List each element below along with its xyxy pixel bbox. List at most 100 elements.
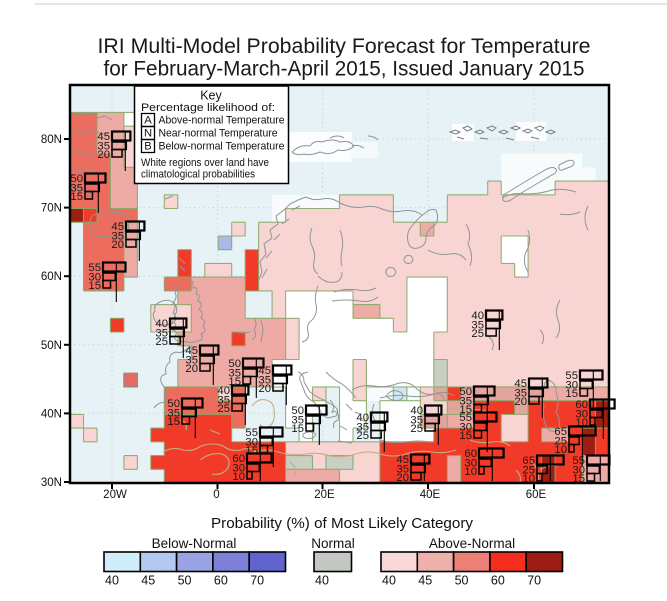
svg-text:White regions over land have: White regions over land have [141, 157, 269, 169]
svg-text:55: 55 [88, 262, 101, 274]
svg-text:50N: 50N [41, 340, 62, 352]
svg-text:30: 30 [232, 462, 245, 474]
svg-text:15: 15 [167, 416, 180, 428]
svg-text:15: 15 [291, 423, 304, 435]
svg-text:40: 40 [315, 574, 329, 588]
svg-text:60: 60 [575, 399, 588, 411]
svg-text:15: 15 [459, 430, 472, 442]
svg-text:15: 15 [565, 388, 578, 400]
svg-text:for February-March-April 2015,: for February-March-April 2015, Issued Ja… [104, 58, 585, 81]
svg-text:35: 35 [471, 319, 484, 331]
svg-text:30: 30 [459, 421, 472, 433]
svg-text:35: 35 [155, 327, 168, 339]
svg-text:20: 20 [514, 396, 527, 408]
svg-text:50: 50 [228, 358, 241, 370]
svg-text:35: 35 [396, 463, 409, 475]
svg-text:15: 15 [572, 473, 585, 485]
svg-text:45: 45 [185, 345, 198, 357]
svg-text:65: 65 [554, 426, 567, 438]
svg-text:20: 20 [111, 239, 124, 251]
svg-text:35: 35 [97, 140, 110, 152]
svg-text:15: 15 [459, 404, 472, 416]
svg-text:20: 20 [396, 472, 409, 484]
svg-text:25: 25 [155, 336, 168, 348]
svg-text:55: 55 [459, 412, 472, 424]
svg-text:50: 50 [70, 173, 83, 185]
svg-text:30: 30 [572, 464, 585, 476]
svg-text:55: 55 [565, 370, 578, 382]
svg-text:60E: 60E [526, 489, 547, 501]
svg-text:Near-normal Temperature: Near-normal Temperature [159, 128, 278, 140]
svg-text:40N: 40N [41, 408, 62, 420]
svg-text:45: 45 [258, 365, 271, 377]
svg-text:Above-normal Temperature: Above-normal Temperature [159, 115, 285, 127]
svg-text:0: 0 [213, 489, 219, 501]
svg-text:25: 25 [410, 423, 423, 435]
svg-text:40E: 40E [420, 489, 441, 501]
svg-text:35: 35 [217, 394, 230, 406]
svg-text:A: A [144, 115, 152, 127]
svg-text:40: 40 [382, 574, 396, 588]
svg-text:25: 25 [471, 328, 484, 340]
svg-text:25: 25 [356, 430, 369, 442]
svg-text:Percentage likelihood of:: Percentage likelihood of: [141, 102, 275, 114]
svg-text:45: 45 [141, 574, 155, 588]
svg-text:35: 35 [410, 414, 423, 426]
svg-text:20E: 20E [314, 489, 335, 501]
svg-text:IRI Multi-Model Probability Fo: IRI Multi-Model Probability Forecast for… [98, 35, 591, 58]
svg-text:10: 10 [232, 471, 245, 483]
svg-text:35: 35 [111, 230, 124, 242]
svg-text:10: 10 [464, 466, 477, 478]
svg-text:35: 35 [185, 354, 198, 366]
svg-text:50: 50 [455, 574, 469, 588]
svg-text:30: 30 [245, 436, 258, 448]
svg-text:15: 15 [70, 191, 83, 203]
svg-text:climatological probabilities: climatological probabilities [141, 169, 255, 181]
svg-text:40: 40 [155, 318, 168, 330]
svg-text:30: 30 [464, 457, 477, 469]
svg-text:45: 45 [97, 131, 110, 143]
svg-text:30N: 30N [41, 477, 62, 489]
svg-text:40: 40 [356, 412, 369, 424]
svg-text:20W: 20W [103, 489, 127, 501]
svg-text:35: 35 [70, 182, 83, 194]
svg-text:20: 20 [185, 363, 198, 375]
svg-text:40: 40 [410, 405, 423, 417]
svg-text:40: 40 [471, 310, 484, 322]
svg-text:35: 35 [459, 395, 472, 407]
svg-text:60: 60 [214, 574, 228, 588]
svg-text:50: 50 [291, 405, 304, 417]
svg-text:60: 60 [232, 453, 245, 465]
svg-text:Below-Normal: Below-Normal [152, 536, 237, 551]
svg-text:Above-Normal: Above-Normal [429, 536, 515, 551]
svg-text:35: 35 [291, 414, 304, 426]
svg-text:Normal: Normal [311, 536, 355, 551]
svg-text:35: 35 [228, 367, 241, 379]
svg-text:55: 55 [572, 455, 585, 467]
svg-text:Below-normal Temperature: Below-normal Temperature [159, 141, 285, 153]
svg-text:20: 20 [258, 383, 271, 395]
svg-text:10: 10 [522, 473, 535, 485]
svg-text:25: 25 [554, 435, 567, 447]
svg-text:35: 35 [258, 374, 271, 386]
svg-text:50: 50 [178, 574, 192, 588]
svg-text:20: 20 [97, 149, 110, 161]
svg-text:30: 30 [565, 379, 578, 391]
svg-text:25: 25 [522, 464, 535, 476]
svg-text:65: 65 [522, 455, 535, 467]
svg-text:30: 30 [88, 271, 101, 283]
svg-text:35: 35 [356, 421, 369, 433]
svg-text:45: 45 [514, 378, 527, 390]
svg-text:50: 50 [167, 398, 180, 410]
svg-text:60N: 60N [41, 271, 62, 283]
svg-text:35: 35 [167, 407, 180, 419]
svg-text:45: 45 [396, 454, 409, 466]
svg-text:35: 35 [514, 387, 527, 399]
svg-text:N: N [144, 128, 152, 140]
svg-text:60: 60 [464, 448, 477, 460]
svg-text:10: 10 [554, 444, 567, 456]
svg-text:45: 45 [418, 574, 432, 588]
svg-text:80N: 80N [41, 134, 62, 146]
svg-text:Probability (%) of Most Likely: Probability (%) of Most Likely Category [211, 516, 474, 532]
svg-text:40: 40 [217, 385, 230, 397]
